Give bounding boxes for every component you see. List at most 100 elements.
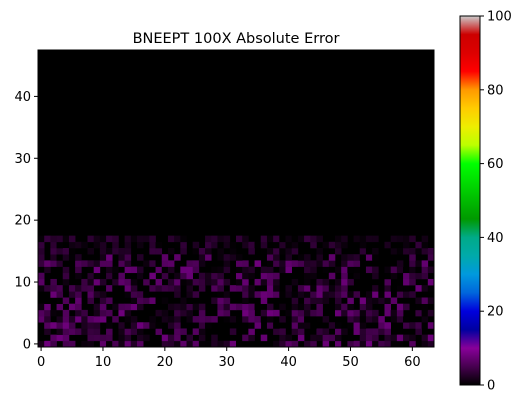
heatmap-cell xyxy=(427,322,435,329)
heatmap-cell xyxy=(266,291,274,298)
heatmap-cell xyxy=(242,241,249,249)
heatmap-cell xyxy=(217,235,224,243)
heatmap-cell xyxy=(242,285,249,292)
heatmap-cell xyxy=(118,322,125,329)
heatmap-cell xyxy=(198,316,206,323)
heatmap-cell xyxy=(285,235,292,243)
heatmap-cell xyxy=(68,248,76,255)
heatmap-cell xyxy=(205,340,212,348)
heatmap-cell xyxy=(223,309,231,317)
heatmap-cell xyxy=(316,291,323,298)
heatmap-cell xyxy=(335,291,342,298)
heatmap-cell xyxy=(68,285,76,292)
heatmap-cell xyxy=(229,316,237,323)
heatmap-cell xyxy=(99,235,107,243)
heatmap-cell xyxy=(44,235,51,243)
heatmap-cell xyxy=(174,303,181,311)
heatmap-cell xyxy=(384,272,391,280)
heatmap-cell xyxy=(174,272,181,280)
heatmap-cell xyxy=(372,297,379,304)
heatmap-cell xyxy=(421,235,429,243)
heatmap-cell xyxy=(248,316,255,323)
heatmap-cell xyxy=(198,322,206,329)
heatmap-cell xyxy=(44,328,51,335)
heatmap-cell xyxy=(56,248,64,255)
heatmap-cell xyxy=(353,309,361,317)
heatmap-cell xyxy=(316,303,323,311)
heatmap-cell xyxy=(316,334,323,342)
heatmap-cell xyxy=(180,303,187,311)
heatmap-cell xyxy=(124,285,132,292)
x-tick-label: 0 xyxy=(37,355,45,370)
heatmap-cell xyxy=(328,322,336,329)
heatmap-cell xyxy=(396,260,404,267)
heatmap-cell xyxy=(390,297,398,304)
heatmap-cell xyxy=(341,328,348,335)
heatmap-cell xyxy=(81,322,88,329)
heatmap-cell xyxy=(242,303,249,311)
heatmap-cell xyxy=(186,309,193,317)
heatmap-cell xyxy=(322,278,330,286)
heatmap-cell xyxy=(99,248,107,255)
heatmap-cell xyxy=(223,235,231,243)
heatmap-cell xyxy=(174,322,181,329)
heatmap-cell xyxy=(409,334,416,342)
heatmap-cell xyxy=(106,248,113,255)
heatmap-cell xyxy=(427,285,435,292)
heatmap-cell xyxy=(192,266,200,274)
heatmap-cell xyxy=(260,266,268,274)
heatmap-cell xyxy=(87,340,94,348)
heatmap-cell xyxy=(44,297,51,304)
heatmap-cell xyxy=(266,309,274,317)
heatmap-cell xyxy=(409,248,416,255)
heatmap-cell xyxy=(223,241,231,249)
heatmap-cell xyxy=(297,285,305,292)
heatmap-cell xyxy=(384,334,391,342)
heatmap-cell xyxy=(118,272,125,280)
heatmap-cell xyxy=(415,309,422,317)
heatmap-cell xyxy=(68,322,76,329)
heatmap-cell xyxy=(365,254,373,261)
heatmap-cell xyxy=(266,235,274,243)
heatmap-cell xyxy=(62,340,70,348)
heatmap-cell xyxy=(192,328,200,335)
heatmap-cell xyxy=(409,254,416,261)
heatmap-cell xyxy=(390,235,398,243)
y-tick-label: 20 xyxy=(14,214,31,229)
heatmap-cell xyxy=(180,328,187,335)
heatmap-cell xyxy=(427,248,435,255)
heatmap-cell xyxy=(384,328,391,335)
heatmap-cell xyxy=(359,316,367,323)
heatmap-cell xyxy=(322,340,330,348)
heatmap-cell xyxy=(118,309,125,317)
heatmap-cell xyxy=(44,266,51,274)
heatmap-cell xyxy=(167,334,175,342)
heatmap-cell xyxy=(310,285,317,292)
heatmap-cell xyxy=(242,334,249,342)
heatmap-cell xyxy=(130,272,138,280)
heatmap-cell xyxy=(273,248,280,255)
heatmap-cell xyxy=(335,322,342,329)
heatmap-cell xyxy=(335,278,342,286)
heatmap-cell xyxy=(137,334,144,342)
heatmap-cell xyxy=(124,316,132,323)
heatmap-cell xyxy=(403,322,410,329)
heatmap-cell xyxy=(285,266,292,274)
heatmap-cell xyxy=(427,340,435,348)
heatmap-cell xyxy=(304,266,311,274)
heatmap-cell xyxy=(87,297,94,304)
heatmap-cell xyxy=(310,297,317,304)
heatmap-cell xyxy=(99,316,107,323)
heatmap-cell xyxy=(365,266,373,274)
heatmap-cell xyxy=(62,272,70,280)
heatmap-cell xyxy=(223,297,231,304)
heatmap-cell xyxy=(155,297,163,304)
heatmap-cell xyxy=(421,322,429,329)
heatmap-cell xyxy=(384,322,391,329)
heatmap-cell xyxy=(167,266,175,274)
heatmap-cell xyxy=(304,340,311,348)
heatmap-cell xyxy=(403,285,410,292)
heatmap-cell xyxy=(310,309,317,317)
heatmap-cell xyxy=(68,235,76,243)
